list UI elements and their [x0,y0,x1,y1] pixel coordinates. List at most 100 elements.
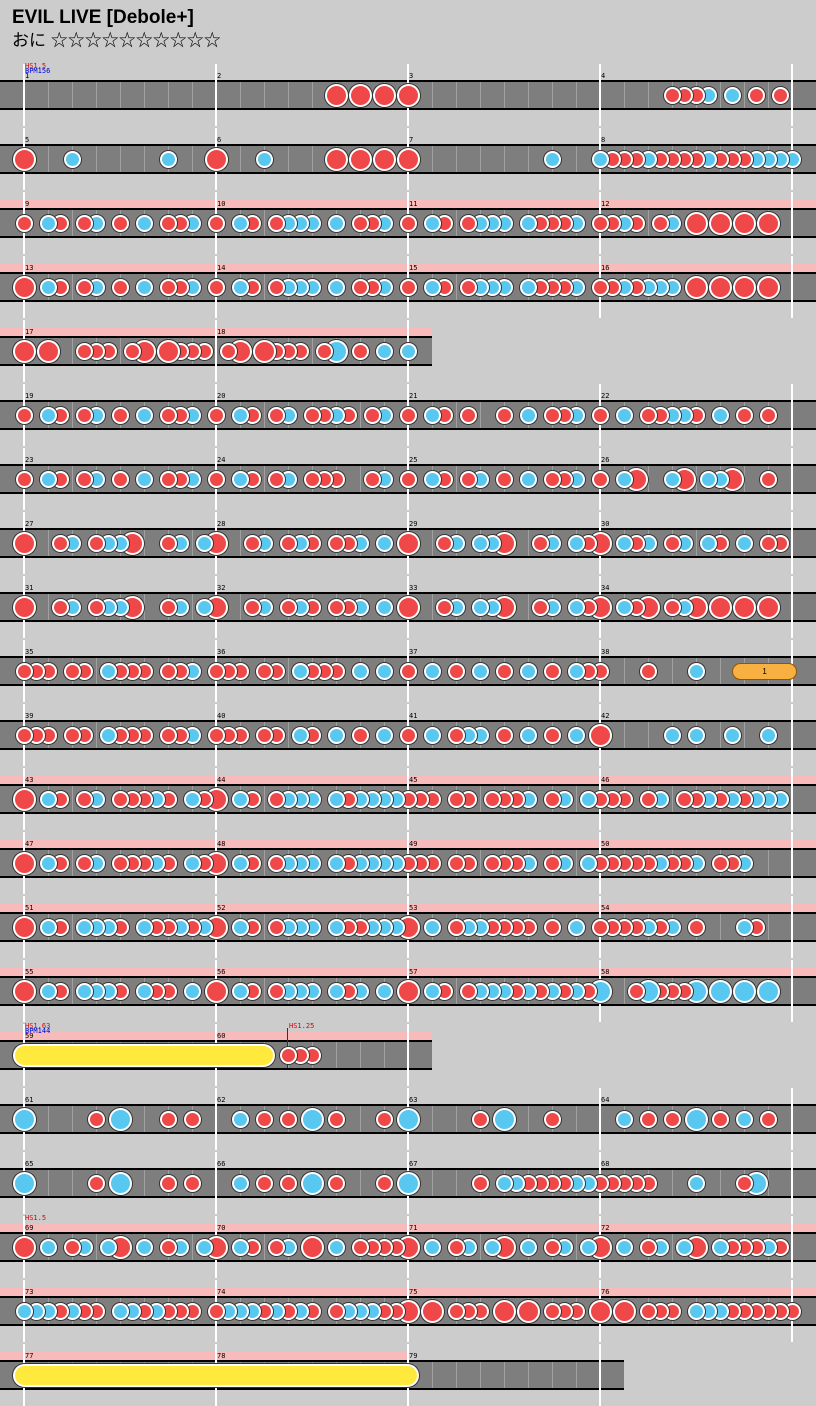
ka-note [63,150,81,168]
beat-line [240,82,241,108]
measure-number: 27 [25,520,34,528]
ka-note [663,726,681,744]
don-note [711,1110,729,1128]
beat-line [576,1234,577,1260]
ka-note [183,790,201,808]
ka-note [39,214,57,232]
ka-note [567,534,585,552]
ka-note [699,534,717,552]
ka-note [591,150,609,168]
ka-note [423,406,441,424]
don-note [75,854,93,872]
measure-number: 65 [25,1160,34,1168]
don-note [351,214,369,232]
don-note [375,1110,393,1128]
measure-number: 19 [25,392,34,400]
beat-line [552,1362,553,1388]
ka-note [255,150,273,168]
don-note [159,534,177,552]
measure-number: 59 [25,1032,34,1040]
don-note [639,662,657,680]
beat-line [456,1170,457,1196]
ka-note [195,534,213,552]
ka-note [735,534,753,552]
ka-note [471,598,489,616]
big-don-note [12,531,36,555]
chart-row: 61 62 63 64 [0,1086,816,1150]
difficulty-label: おに [12,31,46,50]
ka-note [135,278,153,296]
beat-line [504,1362,505,1388]
ka-note [231,278,249,296]
don-note [735,406,753,424]
don-note [351,1238,369,1256]
ka-note [483,1238,501,1256]
beat-line [768,850,769,876]
big-don-note [204,979,228,1003]
measure-number: 38 [601,648,610,656]
chart-row: 35 36 37 38 1 [0,638,816,702]
ka-note [615,406,633,424]
measure-number: 12 [601,200,610,208]
bar-line [791,960,793,1022]
beat-line [72,210,73,236]
don-note [639,1110,657,1128]
beat-line [48,146,49,172]
ka-note [327,790,345,808]
don-note [159,470,177,488]
don-note [363,470,381,488]
drumroll-note [13,1363,419,1387]
beat-line [264,402,265,428]
bar-line [791,64,793,126]
big-don-note [396,979,420,1003]
chart-event-label: HS1.63 [25,1022,51,1030]
don-note [543,790,561,808]
don-note [183,1174,201,1192]
big-ka-note [396,1107,420,1131]
don-note [399,726,417,744]
beat-line [480,146,481,172]
don-note [531,598,549,616]
beat-line [672,1170,673,1196]
big-don-note [492,1299,516,1323]
don-note [327,1110,345,1128]
beat-line [360,1106,361,1132]
measure-number: 46 [601,776,610,784]
measure-number: 72 [601,1224,610,1232]
bar-line [791,576,793,638]
don-note [315,342,333,360]
ka-note [723,726,741,744]
don-note [687,918,705,936]
measure-number: 14 [217,264,226,272]
don-note [63,662,81,680]
measure-number: 50 [601,840,610,848]
ka-note [423,918,441,936]
chart-event-label: HS1.5 [25,62,47,70]
ka-note [519,214,537,232]
big-don-note [252,339,276,363]
measure-number: 1 [25,72,30,80]
don-note [471,1174,489,1192]
big-don-note [420,1299,444,1323]
ka-note [39,854,57,872]
balloon-note: 1 [732,662,798,680]
ka-note [519,1238,537,1256]
don-note [87,598,105,616]
beat-line [96,722,97,748]
don-note [51,598,69,616]
don-note [543,854,561,872]
ka-note [15,1302,33,1320]
ka-note [579,790,597,808]
chart-row: 51 52 53 54 [0,894,816,958]
beat-line [432,146,433,172]
don-note [327,1174,345,1192]
beat-line [240,594,241,620]
beat-line [504,146,505,172]
measure-number: 40 [217,712,226,720]
beat-line [504,82,505,108]
don-note [447,1302,465,1320]
big-ka-note [300,1171,324,1195]
big-don-note [12,915,36,939]
beat-line [168,82,169,108]
ka-note [39,406,57,424]
